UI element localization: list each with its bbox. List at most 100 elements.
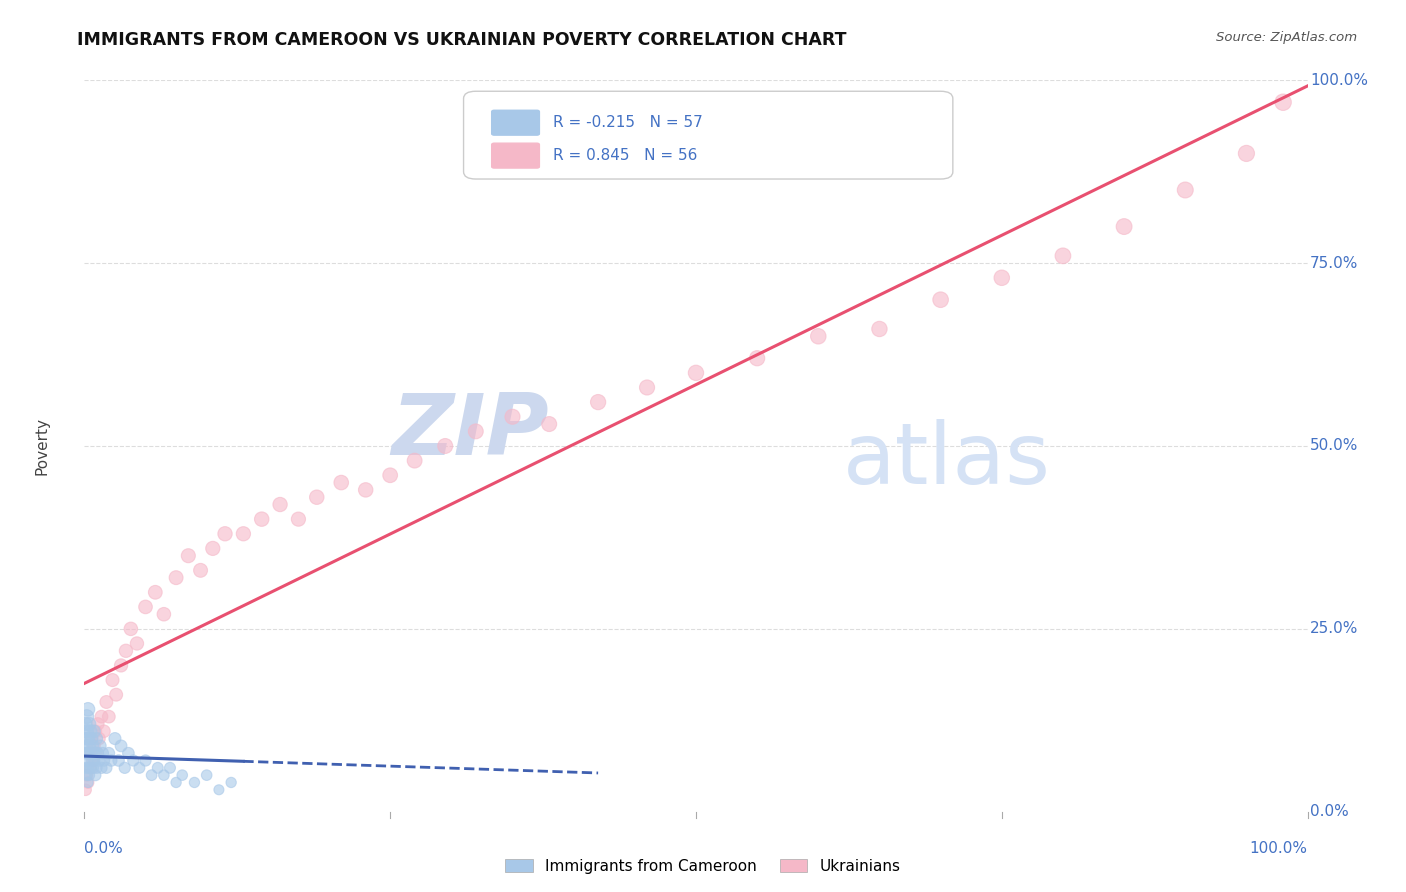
- Point: [77, 775, 100, 789]
- Point: [87, 731, 110, 746]
- Point: [86, 731, 108, 746]
- Point: [214, 526, 236, 541]
- Point: [93, 724, 115, 739]
- Point: [100, 754, 122, 768]
- Point: [75, 717, 97, 731]
- Text: 0.0%: 0.0%: [84, 841, 124, 856]
- Point: [929, 293, 952, 307]
- Point: [115, 644, 138, 658]
- Text: Source: ZipAtlas.com: Source: ZipAtlas.com: [1216, 31, 1357, 45]
- Point: [76, 739, 98, 753]
- Point: [208, 782, 231, 797]
- Point: [159, 761, 181, 775]
- Point: [165, 571, 187, 585]
- FancyBboxPatch shape: [492, 111, 540, 136]
- Point: [80, 731, 103, 746]
- Text: 50.0%: 50.0%: [1310, 439, 1358, 453]
- Point: [97, 709, 120, 723]
- Point: [747, 351, 769, 366]
- Text: IMMIGRANTS FROM CAMEROON VS UKRAINIAN POVERTY CORRELATION CHART: IMMIGRANTS FROM CAMEROON VS UKRAINIAN PO…: [77, 31, 846, 49]
- Point: [117, 746, 139, 760]
- Point: [83, 754, 105, 768]
- Point: [82, 761, 104, 775]
- Point: [141, 768, 163, 782]
- Point: [84, 746, 107, 760]
- Point: [1174, 183, 1197, 197]
- Point: [636, 380, 658, 394]
- Text: 100.0%: 100.0%: [1250, 841, 1308, 856]
- Legend: Immigrants from Cameroon, Ukrainians: Immigrants from Cameroon, Ukrainians: [499, 853, 907, 880]
- Point: [120, 622, 142, 636]
- Point: [91, 746, 114, 760]
- Point: [104, 731, 127, 746]
- Point: [991, 270, 1014, 285]
- FancyBboxPatch shape: [492, 144, 540, 168]
- Point: [464, 425, 486, 439]
- Text: 75.0%: 75.0%: [1310, 256, 1358, 270]
- Text: Poverty: Poverty: [34, 417, 49, 475]
- Point: [84, 768, 107, 782]
- Point: [153, 607, 176, 622]
- Point: [76, 724, 98, 739]
- Point: [110, 658, 132, 673]
- Text: atlas: atlas: [842, 419, 1050, 502]
- Point: [77, 717, 100, 731]
- Point: [135, 754, 157, 768]
- Point: [1272, 95, 1295, 110]
- Point: [195, 768, 218, 782]
- Point: [177, 549, 200, 563]
- Point: [269, 498, 291, 512]
- Point: [77, 702, 100, 716]
- Point: [76, 754, 98, 768]
- Point: [250, 512, 273, 526]
- Point: [685, 366, 707, 380]
- Point: [82, 739, 104, 753]
- Point: [110, 739, 132, 753]
- Point: [80, 731, 103, 746]
- Point: [114, 761, 136, 775]
- Point: [90, 761, 112, 775]
- Point: [90, 709, 112, 723]
- Point: [146, 761, 169, 775]
- Point: [219, 775, 242, 789]
- Point: [434, 439, 457, 453]
- Point: [190, 563, 212, 577]
- Point: [87, 754, 110, 768]
- Point: [79, 761, 101, 775]
- Point: [77, 746, 100, 760]
- Point: [76, 709, 98, 723]
- FancyBboxPatch shape: [464, 91, 953, 179]
- Point: [128, 761, 150, 775]
- Point: [586, 395, 609, 409]
- Point: [232, 526, 254, 541]
- Point: [86, 761, 108, 775]
- Point: [93, 754, 115, 768]
- Point: [76, 768, 98, 782]
- Point: [77, 761, 100, 775]
- Point: [502, 409, 524, 424]
- Point: [83, 724, 105, 739]
- Point: [153, 768, 176, 782]
- Text: 0.0%: 0.0%: [1310, 805, 1348, 819]
- Point: [172, 768, 194, 782]
- Point: [77, 775, 100, 789]
- Point: [77, 731, 100, 746]
- Point: [183, 775, 205, 789]
- Point: [135, 599, 157, 614]
- Point: [75, 761, 97, 775]
- Point: [76, 768, 98, 782]
- Point: [380, 468, 402, 483]
- Point: [305, 490, 328, 504]
- Point: [404, 453, 426, 467]
- Point: [201, 541, 224, 556]
- Point: [89, 739, 111, 753]
- Point: [86, 746, 108, 760]
- Text: 25.0%: 25.0%: [1310, 622, 1358, 636]
- Point: [83, 739, 105, 753]
- Point: [82, 754, 104, 768]
- Point: [1114, 219, 1136, 234]
- Point: [84, 724, 107, 739]
- Point: [125, 636, 148, 650]
- Point: [80, 754, 103, 768]
- Point: [287, 512, 309, 526]
